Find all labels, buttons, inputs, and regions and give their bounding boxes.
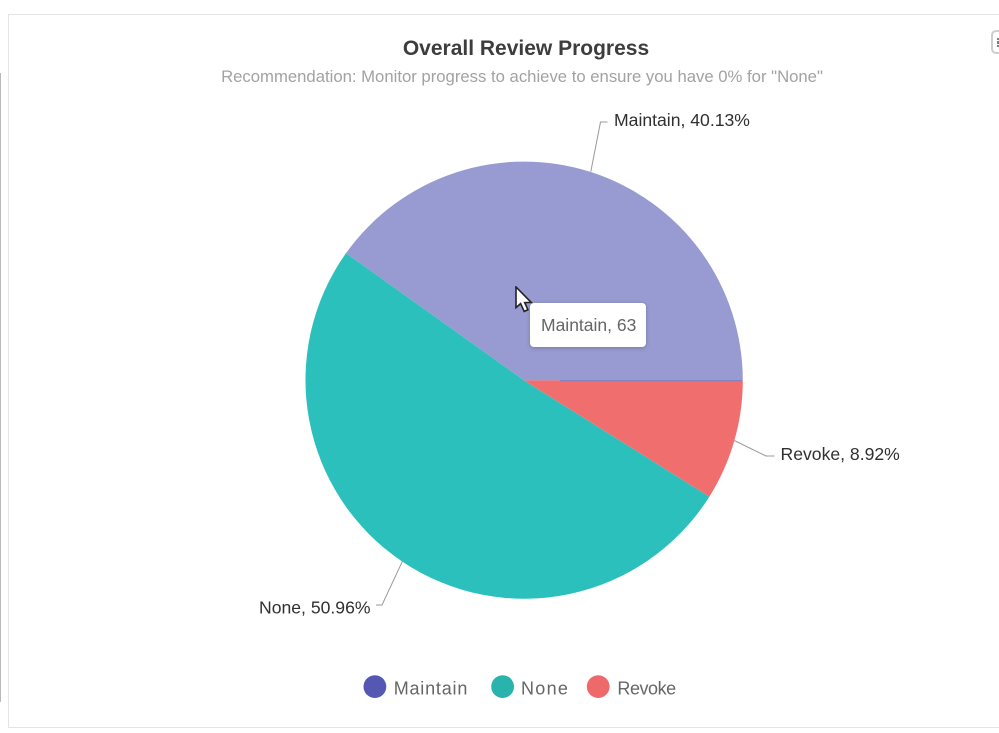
svg-text:Maintain, 40.13%: Maintain, 40.13% xyxy=(614,110,750,130)
svg-text:Revoke, 8.92%: Revoke, 8.92% xyxy=(781,444,901,464)
svg-text:None, 50.96%: None, 50.96% xyxy=(259,598,371,618)
svg-text:Revoke: Revoke xyxy=(617,679,676,699)
svg-text:None: None xyxy=(521,679,569,699)
svg-text:Maintain: Maintain xyxy=(394,679,468,699)
